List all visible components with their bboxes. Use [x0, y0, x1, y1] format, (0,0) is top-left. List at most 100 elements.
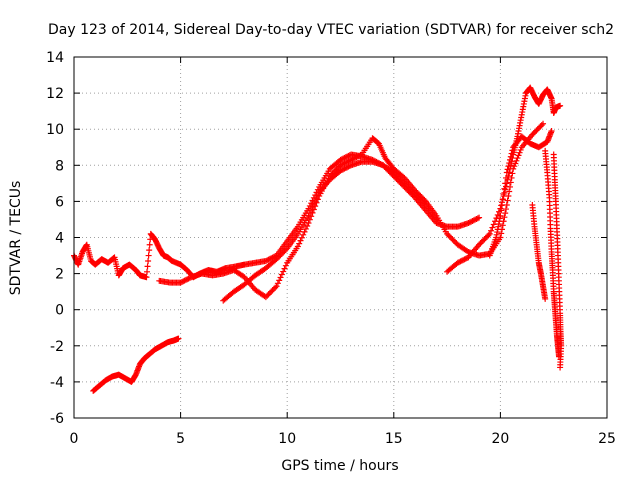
data-point	[542, 295, 549, 302]
data-point	[338, 156, 345, 163]
data-point	[302, 225, 309, 232]
data-point	[278, 271, 285, 278]
data-point	[499, 222, 506, 229]
data-point	[340, 166, 347, 173]
data-point	[502, 210, 509, 217]
data-point	[458, 257, 465, 264]
data-point	[488, 227, 495, 234]
data-point	[448, 234, 455, 241]
data-point	[414, 193, 421, 200]
data-point	[184, 276, 191, 283]
data-point	[534, 126, 541, 133]
data-point	[144, 263, 151, 270]
data-point	[181, 277, 188, 284]
data-point	[265, 256, 272, 263]
data-point	[513, 157, 520, 164]
axis-ticks: 0 5 10 15 20 25 -6 -4 -2 0 2 4 6 8 10 12 14	[46, 50, 616, 447]
data-point	[477, 240, 484, 247]
data-point	[278, 250, 285, 257]
data-point	[498, 202, 505, 209]
data-point	[390, 169, 397, 176]
data-point	[341, 165, 348, 172]
y-tick-label: -4	[50, 375, 64, 391]
data-point	[342, 154, 349, 161]
data-point	[310, 201, 317, 208]
data-point	[277, 252, 284, 259]
data-point	[416, 195, 423, 202]
data-point	[308, 200, 315, 207]
data-point	[266, 255, 273, 262]
data-point	[345, 158, 352, 165]
data-point	[532, 128, 539, 135]
data-point	[501, 214, 508, 221]
data-point	[404, 183, 411, 190]
data-point	[304, 222, 311, 229]
data-point	[340, 155, 347, 162]
y-tick-label: 0	[55, 303, 64, 319]
data-point	[348, 156, 355, 163]
data-point	[507, 179, 514, 186]
y-tick-label: 6	[55, 194, 64, 210]
data-point	[421, 200, 428, 207]
data-point	[509, 147, 516, 154]
data-point	[501, 185, 508, 192]
data-point	[342, 159, 349, 166]
data-point	[469, 218, 476, 225]
data-point	[346, 157, 353, 164]
data-point	[394, 173, 401, 180]
data-point	[512, 160, 519, 167]
data-point	[504, 166, 511, 173]
data-point	[146, 241, 153, 248]
x-tick-label: 25	[598, 431, 616, 447]
data-point	[485, 232, 492, 239]
data-point	[503, 169, 510, 176]
data-point	[178, 278, 185, 285]
data-point	[470, 217, 477, 224]
data-point	[338, 161, 345, 168]
data-point	[338, 167, 345, 174]
data-point	[306, 202, 313, 209]
x-tick-label: 15	[385, 431, 403, 447]
data-point	[269, 287, 276, 294]
data-point	[145, 257, 152, 264]
data-point	[445, 232, 452, 239]
data-point	[294, 243, 301, 250]
data-point	[145, 252, 152, 259]
data-point	[509, 170, 516, 177]
data-point	[506, 156, 513, 163]
data-point	[408, 187, 415, 194]
data-point	[418, 197, 425, 204]
data-point	[472, 216, 479, 223]
data-point	[276, 277, 283, 284]
data-point	[540, 120, 547, 127]
chart-title: Day 123 of 2014, Sidereal Day-to-day VTE…	[48, 22, 614, 38]
data-point	[277, 274, 284, 281]
data-point	[393, 172, 400, 179]
x-tick-label: 5	[176, 431, 185, 447]
data-point	[262, 294, 269, 301]
data-point	[270, 285, 277, 292]
data-point	[344, 164, 351, 171]
data-point	[337, 156, 344, 163]
data-point	[498, 230, 505, 237]
data-point	[313, 195, 320, 202]
data-point	[272, 284, 279, 291]
data-point	[530, 130, 537, 137]
data-point	[392, 170, 399, 177]
data-point	[476, 241, 483, 248]
data-point	[401, 180, 408, 187]
data-point	[515, 152, 522, 159]
data-point	[345, 152, 352, 159]
data-point	[308, 206, 315, 213]
data-point	[349, 156, 356, 163]
data-point	[410, 189, 417, 196]
data-point	[450, 237, 457, 244]
y-tick-label: 2	[55, 267, 64, 283]
data-point	[499, 196, 506, 203]
data-point	[457, 258, 464, 265]
data-point	[412, 191, 419, 198]
data-point	[265, 291, 272, 298]
x-tick-label: 20	[491, 431, 509, 447]
y-tick-label: 4	[55, 231, 64, 247]
